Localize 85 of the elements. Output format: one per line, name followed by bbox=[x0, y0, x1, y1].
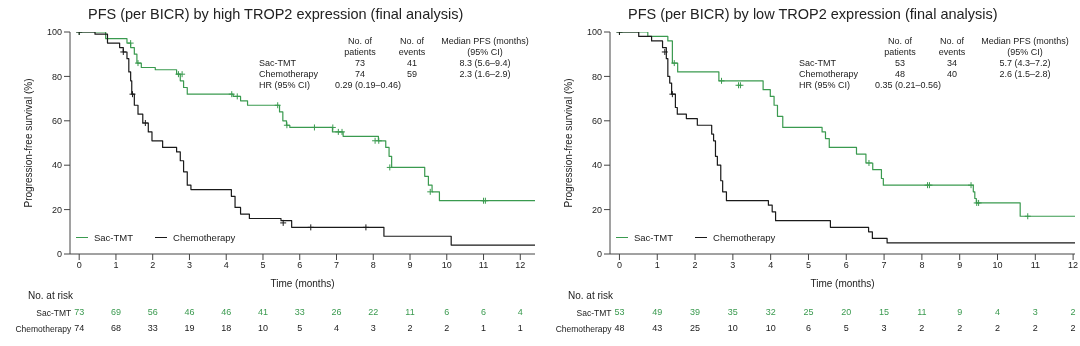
point bbox=[283, 121, 291, 129]
text: Chemotherapy 74 59 2.3 (1.6–2.9) bbox=[259, 69, 511, 79]
point bbox=[1024, 212, 1032, 220]
x-tick-label: 8 bbox=[370, 260, 376, 271]
y-tick-label: 0 bbox=[596, 249, 602, 260]
legend-label: Sac-TMT bbox=[93, 232, 134, 243]
y-tick-label: 0 bbox=[56, 249, 62, 260]
x-tick-label: 2 bbox=[692, 260, 698, 271]
y-axis-title: Progression-free survival (%) bbox=[22, 78, 34, 208]
y-tick-label: 80 bbox=[591, 71, 602, 82]
point bbox=[127, 39, 135, 47]
x-tick-label: 11 bbox=[1030, 260, 1040, 271]
text: No. of patients No. of events Median PFS (months) (95% CI) bbox=[344, 36, 529, 57]
text: Sac-TMT 53 34 5.7 (4.3–7.2) bbox=[799, 58, 1051, 68]
x-tick-label: 10 bbox=[441, 260, 452, 271]
point bbox=[274, 101, 282, 109]
point bbox=[128, 90, 136, 98]
x-tick-label: 1 bbox=[654, 260, 660, 271]
x-tick-label: 3 bbox=[730, 260, 736, 271]
point bbox=[661, 48, 669, 56]
text: Sac-TMT 73 69 56 46 46 41 33 26 22 11 6 6 4 bbox=[36, 307, 523, 318]
text: Sac-TMT 53 49 39 35 32 25 20 15 11 9 4 3 2 bbox=[576, 307, 1076, 318]
x-tick-label: 12 bbox=[1068, 260, 1079, 271]
x-tick-label: 9 bbox=[407, 260, 413, 271]
x-tick-label: 1 bbox=[113, 260, 119, 271]
x-tick-label: 4 bbox=[768, 260, 774, 271]
chart-title: PFS (per BICR) by low TROP2 expression (final analysis) bbox=[628, 6, 998, 22]
y-tick-label: 100 bbox=[586, 27, 602, 38]
text: HR (95% CI) 0.29 (0.19–0.46) bbox=[259, 80, 402, 90]
x-tick-label: 5 bbox=[805, 260, 811, 271]
legend-label: Chemotherapy bbox=[712, 232, 776, 243]
y-tick-label: 80 bbox=[51, 71, 62, 82]
point bbox=[307, 223, 315, 231]
x-tick-label: 6 bbox=[297, 260, 303, 271]
text: No. at risk bbox=[28, 290, 74, 301]
point bbox=[718, 77, 726, 85]
y-tick-label: 100 bbox=[46, 27, 62, 38]
text: No. of patients No. of events Median PFS (months) (95% CI) bbox=[884, 36, 1069, 57]
point bbox=[141, 119, 149, 127]
y-tick-label: 60 bbox=[51, 116, 62, 126]
x-tick-label: 10 bbox=[992, 260, 1003, 271]
point bbox=[279, 219, 287, 227]
x-tick-label: 7 bbox=[333, 260, 340, 271]
chart-title: PFS (per BICR) by high TROP2 expression (final analysis) bbox=[88, 6, 464, 22]
x-tick-label: 3 bbox=[186, 260, 192, 271]
point bbox=[338, 128, 346, 136]
point bbox=[362, 223, 370, 231]
point bbox=[375, 137, 383, 145]
x-tick-label: 2 bbox=[150, 260, 156, 271]
x-tick-label: 11 bbox=[478, 260, 489, 271]
text: Chemotherapy 48 40 2.6 (1.5–2.8) bbox=[799, 69, 1051, 79]
legend-label: Sac-TMT bbox=[633, 232, 674, 243]
x-tick-label: 6 bbox=[843, 260, 849, 271]
point bbox=[134, 59, 142, 67]
text: Chemotherapy 48 43 25 10 10 6 5 3 2 2 2 2 2 bbox=[555, 323, 1076, 334]
x-tick-label: 12 bbox=[515, 260, 526, 271]
point bbox=[178, 70, 186, 78]
point bbox=[967, 181, 975, 189]
y-tick-label: 40 bbox=[51, 160, 62, 171]
x-tick-label: 9 bbox=[957, 260, 963, 271]
x-tick-label: 0 bbox=[76, 260, 82, 271]
x-tick-label: 7 bbox=[881, 260, 887, 271]
point bbox=[119, 48, 127, 56]
y-tick-label: 60 bbox=[591, 116, 602, 126]
y-tick-label: 40 bbox=[591, 160, 602, 171]
point bbox=[371, 137, 379, 145]
y-axis-title: Progression-free survival (%) bbox=[562, 78, 574, 208]
x-tick-label: 5 bbox=[260, 260, 266, 271]
x-tick-label: 4 bbox=[223, 260, 229, 271]
point bbox=[426, 188, 434, 196]
legend-label: Chemotherapy bbox=[172, 232, 236, 243]
point bbox=[865, 159, 873, 167]
text: Chemotherapy 74 68 33 19 18 10 5 4 3 2 2 1 1 bbox=[15, 323, 523, 334]
point bbox=[386, 163, 394, 171]
point bbox=[670, 59, 678, 67]
x-axis-title: Time (months) bbox=[809, 278, 876, 290]
x-axis-title: Time (months) bbox=[269, 278, 336, 290]
text: Sac-TMT 73 41 8.3 (5.6–9.4) bbox=[259, 58, 511, 68]
text: HR (95% CI) 0.35 (0.21–0.56) bbox=[799, 80, 942, 90]
point bbox=[668, 90, 676, 98]
x-tick-label: 8 bbox=[919, 260, 925, 271]
y-tick-label: 20 bbox=[51, 204, 62, 215]
text: No. at risk bbox=[568, 290, 614, 301]
x-tick-label: 0 bbox=[616, 260, 622, 271]
y-tick-label: 20 bbox=[591, 204, 602, 215]
